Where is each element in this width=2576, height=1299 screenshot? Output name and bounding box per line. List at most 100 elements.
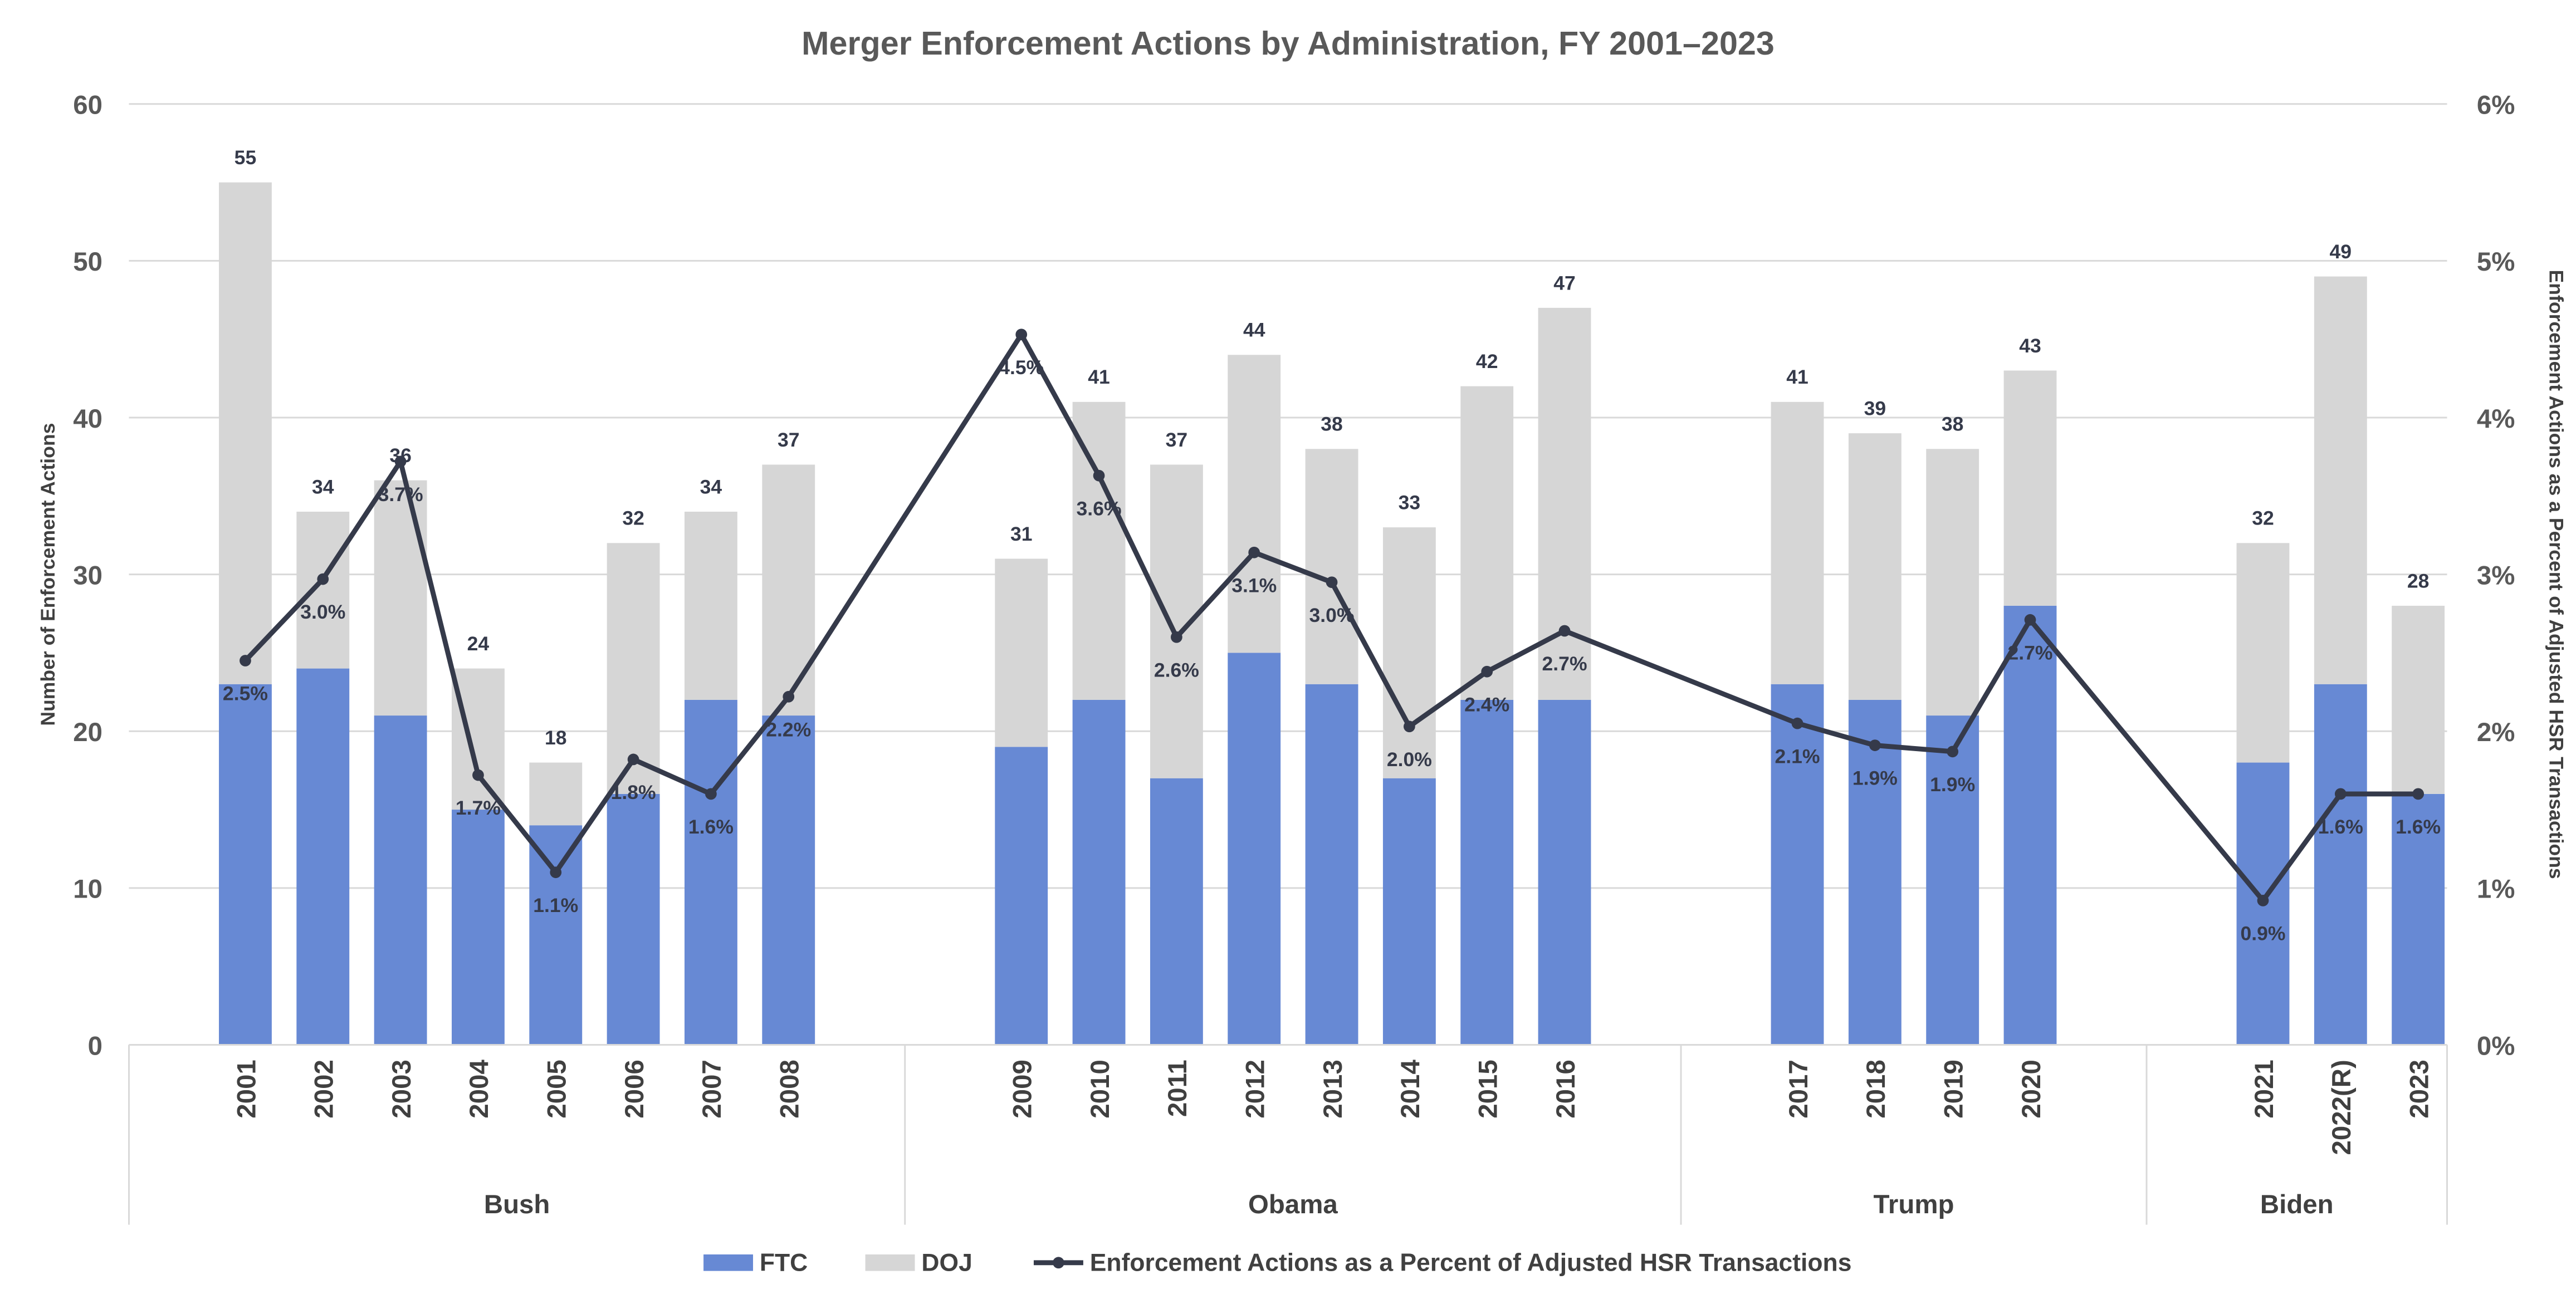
total-label: 42 [1476,350,1498,372]
bar-ftc [1150,778,1203,1045]
x-tick-label: 2023 [2404,1060,2434,1119]
legend-label-ftc: FTC [760,1249,808,1277]
total-label: 18 [545,727,567,749]
bar-ftc [1538,699,1591,1045]
x-tick-label: 2013 [1318,1060,1348,1119]
percent-label: 1.9% [1852,767,1898,790]
x-tick-label: 2005 [542,1060,572,1119]
bar-ftc [1228,653,1281,1045]
percent-label: 2.0% [1387,748,1432,771]
x-tick-label: 2002 [310,1060,339,1119]
bar-doj [1228,355,1281,653]
bar-ftc [1926,715,1979,1045]
percent-point [239,655,251,666]
percent-label: 0.9% [2240,923,2285,945]
bar-ftc [1382,778,1436,1045]
percent-point [1558,625,1571,637]
bar-doj [1072,401,1126,700]
bar-doj [374,480,427,716]
bar-doj [2314,276,2367,684]
legend-swatch-ftc [703,1254,754,1271]
percent-label: 2.7% [2007,641,2052,664]
bar-ftc [1460,699,1514,1045]
bar-doj [1848,433,1902,700]
percent-label: 1.1% [533,894,578,916]
bar-ftc [762,715,815,1045]
total-label: 32 [622,507,644,530]
percent-line [239,329,2425,906]
bar-doj [1150,464,1203,778]
group-label-bush: Bush [484,1190,550,1219]
percent-point [394,455,407,468]
percent-label: 1.6% [2318,816,2363,838]
percent-label: 1.8% [611,781,656,803]
percent-point [1869,739,1881,751]
x-tick-label: 2020 [2017,1060,2046,1119]
legend-swatch-doj [865,1254,915,1271]
total-label: 28 [2407,570,2430,592]
total-label: 34 [700,476,722,498]
percent-label: 3.0% [1309,604,1355,626]
total-label: 41 [1786,366,1808,388]
percent-point [472,769,484,781]
y-tick-label: 40 [73,404,102,434]
y2-axis-label: Enforcement Actions as a Percent of Adju… [2545,270,2567,879]
y-tick-label: 60 [73,91,102,120]
percent-label: 1.6% [688,816,734,838]
bar-doj [2392,605,2445,794]
bar-ftc [219,684,272,1045]
bar-doj [296,511,350,669]
total-label: 36 [389,444,412,467]
percent-point [1791,717,1803,729]
total-label: 37 [1166,429,1188,451]
bar-ftc [2003,605,2057,1045]
bar-doj [2003,370,2057,606]
total-label: 34 [312,476,334,498]
percent-label: 2.4% [1464,693,1509,715]
percent-point [1404,720,1415,733]
percent-point [1326,576,1338,589]
percent-label: 1.7% [456,797,501,819]
axes: 0 0% 10 1% 20 2% 30 3% 40 4% 50 5% 60 6% Bush Obama Trum… [73,91,2515,1225]
total-label: 31 [1010,523,1033,545]
percent-point [1947,746,1959,758]
y-tick-label: 30 [73,561,102,590]
percent-point [2024,614,2036,626]
percent-label: 2.7% [1542,653,1587,675]
bar-doj [1382,527,1436,778]
gridlines [129,103,2447,1046]
bar-doj [2236,543,2290,763]
legend-marker-line [1053,1257,1064,1269]
bar-ftc [374,715,427,1045]
bar-doj [762,464,815,716]
y2-tick-label: 6% [2477,91,2515,120]
percent-point [1248,546,1260,558]
percent-label: 3.6% [1077,497,1122,519]
percent-point [550,866,562,879]
percent-point [627,753,639,766]
x-tick-label: 2019 [1939,1060,1968,1119]
bar-doj [607,543,660,794]
bar-ftc [1771,684,1824,1045]
percent-point [1015,329,1028,341]
legend-label-doj: DOJ [921,1249,972,1277]
y-tick-label: 20 [73,718,102,747]
percent-point [1481,665,1493,678]
x-tick-label: 2022(R) [2327,1060,2357,1155]
total-label: 37 [778,429,800,451]
group-label-biden: Biden [2260,1190,2334,1219]
total-label: 38 [1942,413,1964,435]
bar-ftc [685,699,737,1045]
percent-label: 2.6% [1154,659,1199,681]
x-tick-label: 2012 [1241,1060,1270,1119]
percent-point [1093,469,1105,482]
x-tick-label: 2014 [1396,1060,1425,1119]
bar-ftc [2314,684,2367,1045]
bar-doj [1305,449,1358,684]
x-tick-label: 2021 [2250,1060,2279,1119]
legend: FTC DOJ Enforcement Actions as a Percent… [703,1249,1851,1277]
percent-label: 1.9% [1930,773,1975,796]
percent-label: 2.2% [766,718,811,741]
bar-ftc [2392,793,2445,1045]
